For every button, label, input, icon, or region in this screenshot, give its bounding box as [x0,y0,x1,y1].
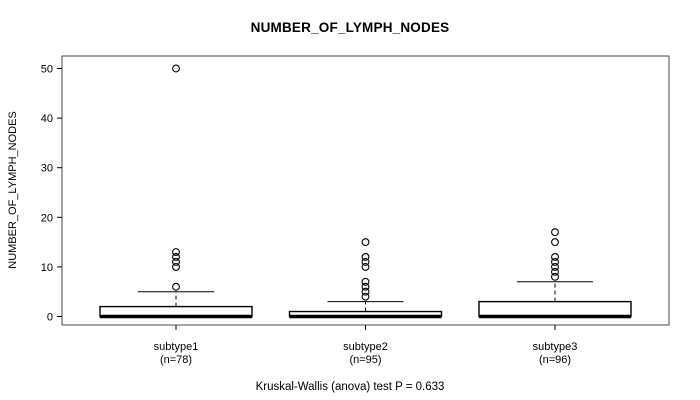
outlier-point [551,228,559,237]
x-group-label: subtype3 [533,341,578,353]
iqr-box [478,300,632,318]
outlier-point [361,257,370,266]
x-group-sublabel: (n=78) [160,354,192,366]
outlier-point [551,272,559,281]
y-tick-label: 40 [41,113,53,125]
outlier-point [172,257,180,266]
y-tick-label: 10 [41,262,53,274]
outlier-point [361,238,370,247]
outlier-point [172,282,180,291]
outlier-point [361,253,370,261]
outlier-point [361,262,370,271]
outlier-point [361,282,370,291]
outlier-point [551,257,559,266]
chart-title: NUMBER_OF_LYMPH_NODES [250,20,450,35]
x-group-sublabel: (n=96) [539,354,571,366]
y-tick-label: 30 [41,163,53,175]
outlier-point [551,267,559,276]
outlier-point [172,262,180,271]
y-tick-label: 50 [41,64,53,76]
outlier-point [172,248,180,256]
stat-test-caption: Kruskal-Wallis (anova) test P = 0.633 [255,381,445,393]
outlier-point [172,253,180,261]
outlier-point [172,64,180,73]
boxplot-group-subtype2: subtype2(n=95) [288,238,443,366]
x-group-label: subtype1 [154,341,199,353]
boxplot-group-subtype3: subtype3(n=96) [478,228,632,366]
outlier-point [361,277,370,286]
boxplot-group-subtype1: subtype1(n=78) [99,64,253,366]
y-tick-label: 20 [41,212,53,224]
outlier-point [551,238,559,247]
y-tick-label: 0 [47,312,53,324]
outlier-point [551,253,559,261]
outlier-point [361,292,370,301]
outlier-point [361,287,370,296]
x-group-sublabel: (n=95) [349,354,381,366]
x-group-label: subtype2 [343,341,388,353]
outlier-point [551,262,559,271]
